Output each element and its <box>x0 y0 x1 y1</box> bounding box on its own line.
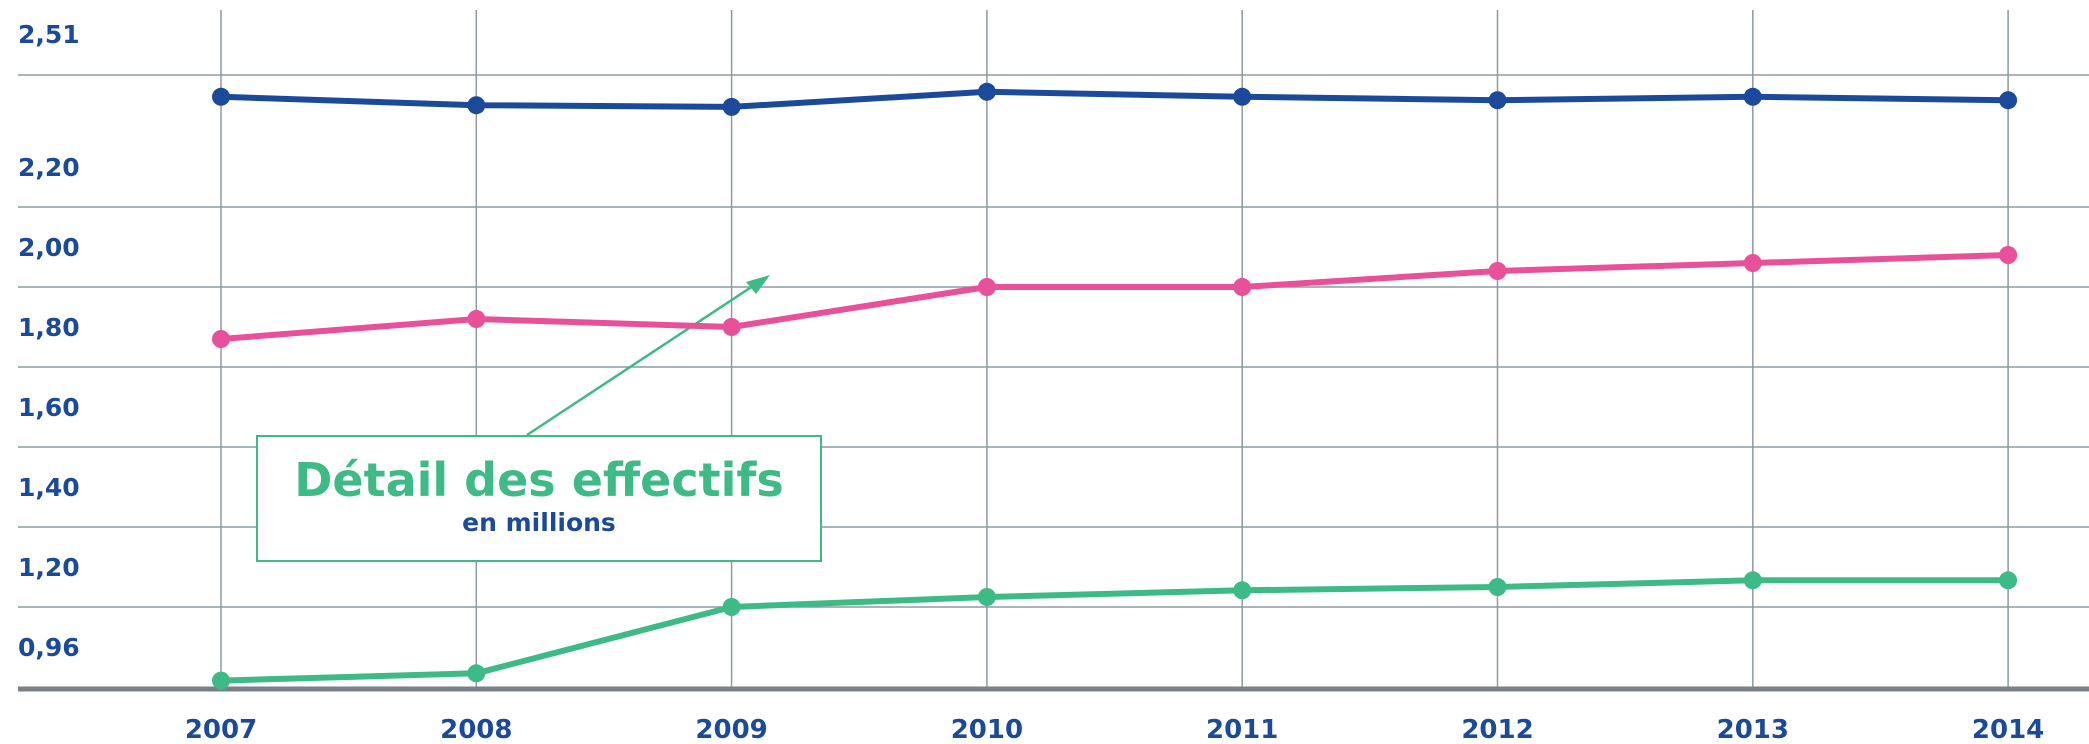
x-axis-tick-labels: 2007 2008 2009 2010 2011 2012 2013 2014 <box>185 715 2044 744</box>
series-line <box>220 88 2009 110</box>
data-point <box>467 310 486 328</box>
x-tick-label: 2008 <box>440 715 512 744</box>
annotation-title: Détail des effectifs <box>294 453 784 507</box>
annotation-arrowhead <box>746 275 770 294</box>
data-point <box>1999 246 2018 264</box>
data-point <box>1743 571 1762 590</box>
data-point <box>1743 254 1762 272</box>
x-tick-label: 2014 <box>1972 715 2044 744</box>
x-tick-label: 2007 <box>185 715 257 744</box>
data-point <box>1999 91 2018 110</box>
data-point <box>1488 91 1507 110</box>
data-point <box>722 97 741 116</box>
x-tick-label: 2013 <box>1717 715 1789 744</box>
y-tick-label: 1,40 <box>18 473 80 502</box>
y-tick-label: 1,60 <box>18 393 80 422</box>
data-point <box>977 82 996 101</box>
data-point <box>1233 581 1252 600</box>
annotation-subtitle: en millions <box>462 508 616 537</box>
data-point <box>1233 278 1252 296</box>
data-point <box>1488 262 1507 280</box>
data-point <box>977 278 996 296</box>
data-point <box>722 598 741 616</box>
data-point <box>1488 578 1507 596</box>
annotation-arrow <box>526 276 766 437</box>
y-tick-label: 2,00 <box>18 233 80 262</box>
y-tick-label: 1,80 <box>18 313 80 342</box>
data-point <box>467 96 486 115</box>
series-group <box>212 82 2018 690</box>
y-tick-label: 2,51 <box>18 20 80 49</box>
y-tick-label: 1,20 <box>18 553 80 582</box>
data-point <box>467 664 486 683</box>
x-tick-label: 2011 <box>1206 715 1278 744</box>
data-point <box>212 671 230 690</box>
data-point <box>977 588 996 606</box>
data-point <box>1233 87 1252 106</box>
data-point <box>1999 571 2018 590</box>
data-point <box>1743 87 1762 106</box>
x-tick-label: 2012 <box>1461 715 1533 744</box>
series-line <box>220 577 2009 684</box>
y-axis-tick-labels: 2,51 2,20 2,00 1,80 1,60 1,40 1,20 0,96 <box>18 20 80 662</box>
grid <box>18 10 2089 692</box>
annotation-box: Détail des effectifs en millions <box>256 435 822 562</box>
x-tick-label: 2010 <box>951 715 1023 744</box>
series-line <box>220 252 2009 342</box>
data-point <box>212 330 230 348</box>
x-tick-label: 2009 <box>695 715 767 744</box>
data-point <box>212 87 230 106</box>
y-tick-label: 2,20 <box>18 153 80 182</box>
y-tick-label: 0,96 <box>18 633 80 662</box>
data-point <box>722 318 741 336</box>
